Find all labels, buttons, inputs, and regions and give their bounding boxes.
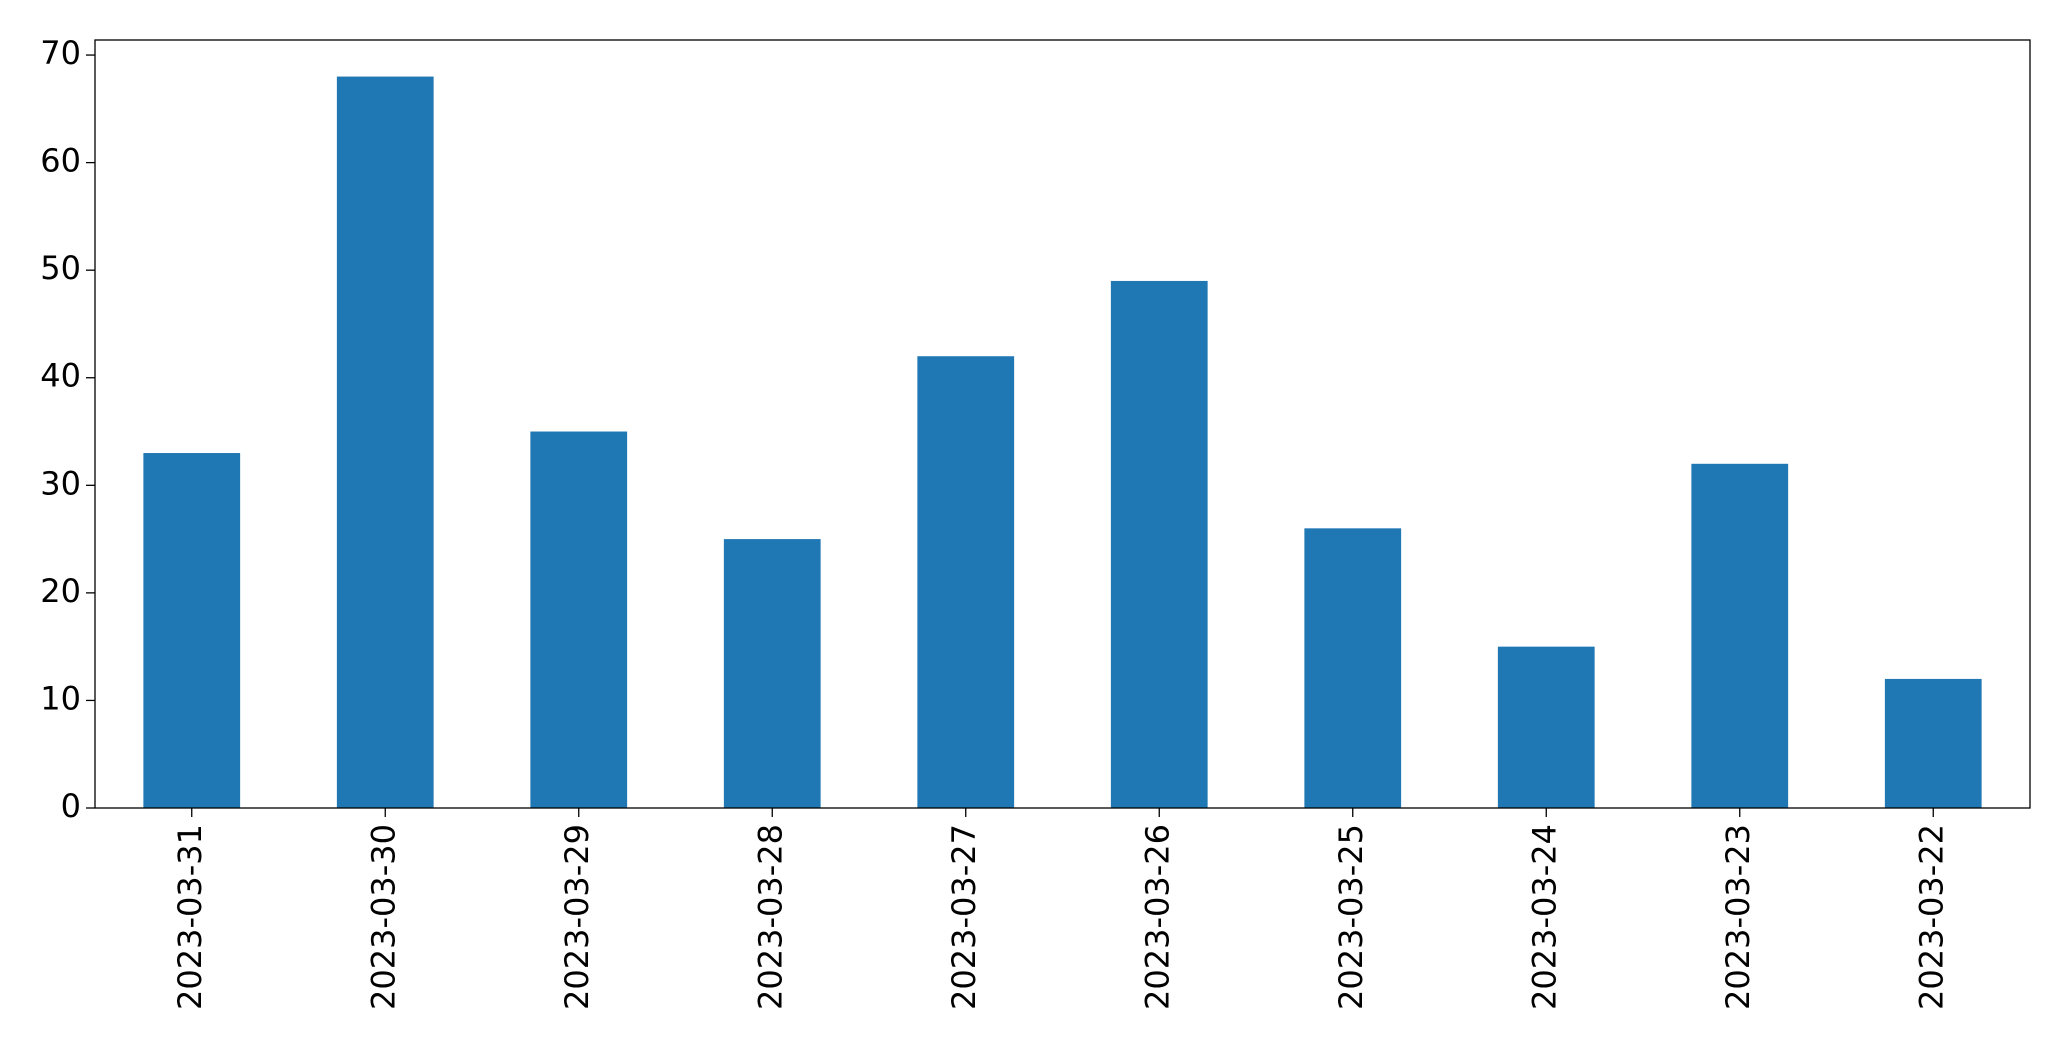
bar [1691, 463, 1789, 808]
bar [1884, 678, 1982, 808]
axes-frame [94, 39, 2031, 809]
x-tick-label: 2023-03-30 [364, 824, 402, 1010]
y-tick-label: 30 [40, 464, 81, 502]
y-tick-label: 60 [40, 142, 81, 180]
x-tick-label: 2023-03-28 [751, 824, 789, 1010]
bar [143, 453, 241, 808]
bar [1497, 646, 1595, 808]
y-tick-label: 40 [40, 357, 81, 395]
x-tick-label: 2023-03-31 [171, 824, 209, 1010]
x-tick-label: 2023-03-24 [1525, 824, 1563, 1010]
x-tick-label: 2023-03-26 [1138, 824, 1176, 1010]
x-tick-label: 2023-03-22 [1912, 824, 1950, 1010]
y-tick-label: 50 [40, 249, 81, 287]
bar [917, 356, 1015, 808]
x-tick-label: 2023-03-23 [1719, 824, 1757, 1010]
x-tick-label: 2023-03-29 [558, 824, 596, 1010]
x-tick-label: 2023-03-27 [945, 824, 983, 1010]
y-tick-label: 20 [40, 572, 81, 610]
y-tick-label: 10 [40, 679, 81, 717]
bar [1110, 280, 1208, 808]
bar [530, 431, 628, 808]
bar [723, 539, 821, 808]
y-tick-label: 70 [40, 34, 81, 72]
x-tick-label: 2023-03-25 [1332, 824, 1370, 1010]
bar [1304, 528, 1402, 808]
y-tick-label: 0 [61, 787, 81, 825]
bar [336, 76, 434, 809]
